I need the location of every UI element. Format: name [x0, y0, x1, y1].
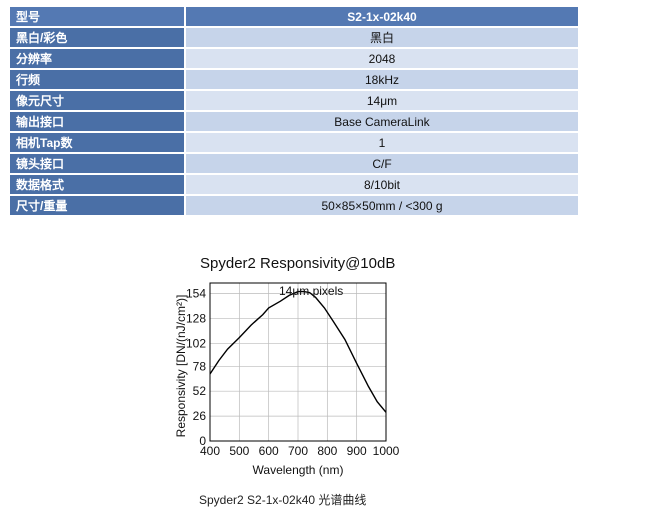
- x-tick-labels: 400 500 600 700 800 900 1000: [200, 444, 400, 458]
- spec-row: 行频 18kHz: [10, 70, 578, 89]
- y-tick-label: 52: [193, 384, 207, 398]
- spec-row-label: 相机Tap数: [10, 133, 184, 152]
- spec-row: 像元尺寸 14μm: [10, 91, 578, 110]
- y-tick-label: 26: [193, 409, 207, 423]
- spec-row: 镜头接口 C/F: [10, 154, 578, 173]
- spec-row-value: 1: [186, 133, 578, 152]
- spec-row: 输出接口 Base CameraLink: [10, 112, 578, 131]
- spec-row-value: 8/10bit: [186, 175, 578, 194]
- spec-row-value: 50×85×50mm / <300 g: [186, 196, 578, 215]
- spec-row-value: 18kHz: [186, 70, 578, 89]
- spec-row-label: 黑白/彩色: [10, 28, 184, 47]
- spec-row-label: 尺寸/重量: [10, 196, 184, 215]
- spec-row-value: 2048: [186, 49, 578, 68]
- spec-row: 数据格式 8/10bit: [10, 175, 578, 194]
- y-tick-labels: 0 26 52 78 102 128 154: [186, 287, 206, 448]
- y-tick-label: 0: [199, 434, 206, 448]
- spec-row-label: 镜头接口: [10, 154, 184, 173]
- spec-row: 尺寸/重量 50×85×50mm / <300 g: [10, 196, 578, 215]
- spec-row-label: 输出接口: [10, 112, 184, 131]
- spec-row-value: 黑白: [186, 28, 578, 47]
- spec-row-label: 分辨率: [10, 49, 184, 68]
- y-axis-label: Responsivity [DN/(nJ/cm²)]: [174, 295, 188, 438]
- x-axis-label: Wavelength (nm): [253, 463, 344, 477]
- y-tick-label: 102: [186, 336, 206, 350]
- chart-caption: Spyder2 S2-1x-02k40 光谱曲线: [199, 493, 367, 507]
- spec-header-label: 型号: [10, 7, 184, 26]
- y-tick-label: 154: [186, 287, 206, 301]
- spec-row: 相机Tap数 1: [10, 133, 578, 152]
- spec-row: 分辨率 2048: [10, 49, 578, 68]
- spec-row-label: 数据格式: [10, 175, 184, 194]
- series-line: [209, 290, 387, 413]
- x-tick-label: 600: [259, 444, 279, 458]
- spec-row-value: 14μm: [186, 91, 578, 110]
- responsivity-chart: Spyder2 Responsivity@10dB 0 26 52 78 102 128 1…: [174, 255, 400, 477]
- chart-title: Spyder2 Responsivity@10dB: [200, 255, 395, 272]
- spec-row-value: Base CameraLink: [186, 112, 578, 131]
- spec-row-label: 行频: [10, 70, 184, 89]
- spec-header-value: S2-1x-02k40: [186, 7, 578, 26]
- spec-header-row: 型号 S2-1x-02k40: [10, 7, 578, 26]
- x-tick-label: 900: [347, 444, 367, 458]
- x-tick-label: 700: [288, 444, 308, 458]
- x-tick-label: 400: [200, 444, 220, 458]
- spec-row-value: C/F: [186, 154, 578, 173]
- chart-grid: [210, 283, 386, 441]
- x-tick-label: 1000: [373, 444, 400, 458]
- plot-frame: [209, 282, 387, 442]
- spec-row: 黑白/彩色 黑白: [10, 28, 578, 47]
- chart-annotation: 14μm pixels: [279, 284, 343, 298]
- y-tick-label: 128: [186, 311, 206, 325]
- x-tick-label: 800: [317, 444, 337, 458]
- y-tick-label: 78: [193, 359, 207, 373]
- spec-row-label: 像元尺寸: [10, 91, 184, 110]
- x-tick-label: 500: [229, 444, 249, 458]
- spec-table: 型号 S2-1x-02k40 黑白/彩色 黑白 分辨率 2048 行频 18kH…: [8, 5, 580, 217]
